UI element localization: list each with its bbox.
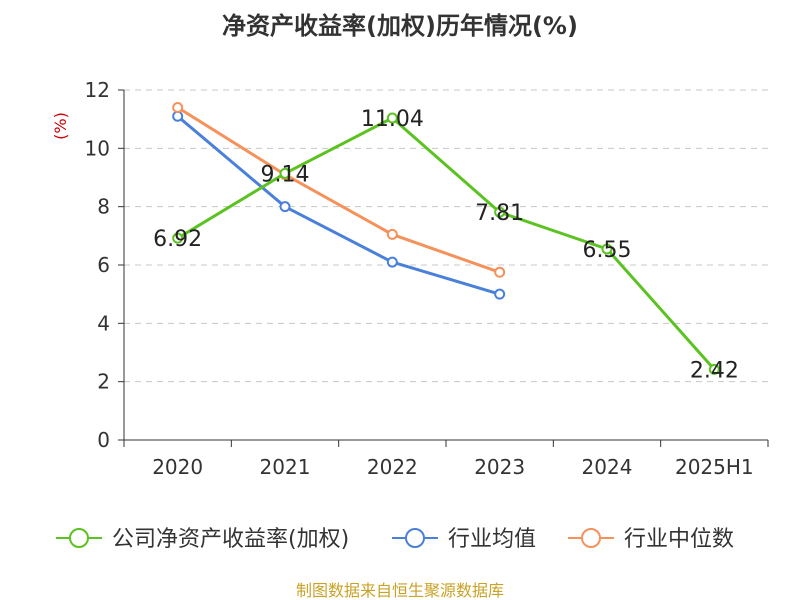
x-tick-label-2022: 2022 bbox=[367, 455, 418, 479]
point-series-2-2020 bbox=[172, 102, 184, 113]
data-label-2020: 6.92 bbox=[153, 227, 202, 252]
legend[interactable]: 公司净资产收益率(加权) 行业均值 行业中位数 bbox=[56, 527, 734, 552]
data-label-2021: 9.14 bbox=[261, 162, 310, 187]
y-tick-label-4: 4 bbox=[97, 311, 110, 335]
point-series-0-2024 bbox=[601, 243, 613, 255]
point-series-0-2020 bbox=[172, 232, 184, 244]
legend-marker-0 bbox=[69, 528, 89, 548]
x-tick-label-2020: 2020 bbox=[152, 455, 203, 479]
y-tick-label-2: 2 bbox=[97, 370, 110, 394]
legend-item-2[interactable]: 行业中位数 bbox=[568, 527, 734, 552]
point-series-1-2021 bbox=[279, 201, 291, 213]
data-label-2025H1: 2.42 bbox=[690, 358, 739, 383]
point-series-0-2022 bbox=[386, 112, 398, 124]
data-source-note: 制图数据来自恒生聚源数据库 bbox=[296, 581, 504, 600]
y-axis-ticks: 0 2 4 6 8 10 12 bbox=[85, 78, 124, 452]
point-series-2-2023 bbox=[494, 266, 506, 278]
legend-label-2: 行业中位数 bbox=[624, 527, 734, 552]
y-tick-label-6: 6 bbox=[97, 253, 110, 277]
legend-marker-1 bbox=[405, 528, 425, 548]
point-series-0-2025H1 bbox=[708, 363, 720, 375]
series-line-2 bbox=[176, 106, 501, 274]
series-lines bbox=[172, 102, 720, 375]
x-axis-ticks: 2020 2021 2022 2023 2024 2025H1 bbox=[123, 440, 769, 479]
data-label-2024: 6.55 bbox=[583, 238, 632, 263]
legend-item-0[interactable]: 公司净资产收益率(加权) bbox=[56, 527, 349, 552]
point-series-1-2022 bbox=[386, 256, 398, 268]
point-series-0-2021 bbox=[279, 167, 291, 179]
data-labels: 6.92 9.14 11.04 7.81 6.55 2.42 bbox=[153, 107, 739, 383]
data-label-2023: 7.81 bbox=[475, 201, 524, 226]
y-axis-unit-label: (%) bbox=[51, 112, 70, 140]
x-tick-label-2025H1: 2025H1 bbox=[675, 455, 754, 479]
legend-item-1[interactable]: 行业均值 bbox=[392, 527, 536, 552]
y-tick-label-0: 0 bbox=[97, 428, 110, 452]
gridlines bbox=[124, 89, 768, 383]
series-line-1 bbox=[176, 115, 501, 296]
point-series-1-2020 bbox=[172, 110, 184, 122]
point-series-2-2022 bbox=[386, 228, 398, 240]
y-tick-label-10: 10 bbox=[85, 136, 110, 160]
legend-marker-2 bbox=[581, 528, 601, 548]
legend-label-0: 公司净资产收益率(加权) bbox=[112, 527, 349, 552]
point-series-1-2023 bbox=[494, 288, 506, 300]
y-tick-label-8: 8 bbox=[97, 195, 110, 219]
data-label-2022: 11.04 bbox=[361, 107, 424, 132]
y-tick-label-12: 12 bbox=[85, 78, 110, 102]
chart-title: 净资产收益率(加权)历年情况(%) bbox=[222, 12, 578, 40]
point-series-0-2023 bbox=[494, 206, 506, 218]
series-line-0 bbox=[176, 116, 716, 371]
x-tick-label-2024: 2024 bbox=[582, 455, 633, 479]
x-tick-label-2021: 2021 bbox=[260, 455, 311, 479]
legend-label-1: 行业均值 bbox=[448, 527, 536, 552]
x-tick-label-2023: 2023 bbox=[474, 455, 525, 479]
